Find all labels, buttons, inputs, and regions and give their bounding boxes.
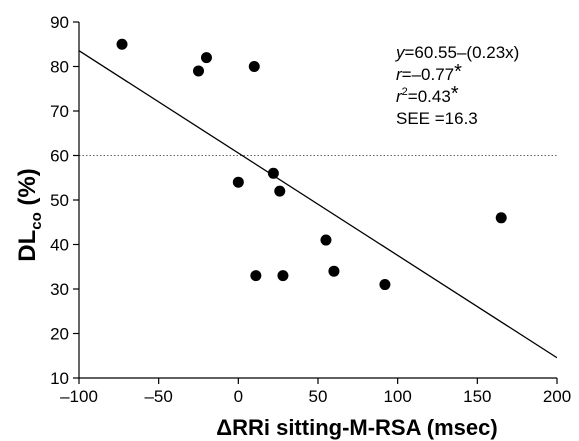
- y-tick-label: 50: [50, 191, 69, 210]
- data-point: [277, 270, 289, 282]
- y-tick-label: 30: [50, 280, 69, 299]
- data-point: [250, 270, 262, 282]
- x-tick-label: 150: [463, 387, 491, 406]
- x-tick-label: 0: [234, 387, 243, 406]
- data-point: [116, 38, 128, 50]
- y-tick-label: 10: [50, 369, 69, 388]
- plot-area: [79, 50, 557, 359]
- data-points: [116, 38, 507, 291]
- y-axis-title-unit: (%): [14, 168, 41, 205]
- data-point: [267, 167, 279, 179]
- annotation-r-squared: r2=0.43*: [396, 83, 459, 106]
- data-point: [379, 279, 391, 291]
- y-tick-label: 80: [50, 58, 69, 77]
- regression-annotation: y=60.55–(0.23x) r=–0.77* r2=0.43* SEE =1…: [395, 43, 519, 128]
- annotation-equation: y=60.55–(0.23x): [395, 43, 519, 62]
- data-point: [200, 52, 212, 64]
- y-axis-title-main: DL: [14, 230, 41, 262]
- y-axis-title-sub: co: [28, 212, 45, 230]
- y-tick-label: 90: [50, 13, 69, 32]
- y-axis: 10 20 30 40 50 60 70 80 90: [50, 13, 80, 388]
- annotation-r: r=–0.77*: [396, 61, 462, 84]
- data-point: [248, 61, 260, 72]
- y-tick-label: 20: [50, 325, 69, 344]
- data-point: [274, 185, 286, 197]
- data-point: [193, 65, 204, 77]
- y-tick-label: 60: [50, 147, 69, 166]
- data-point: [232, 176, 244, 188]
- x-tick-label: –100: [60, 387, 98, 406]
- data-point: [495, 212, 507, 224]
- x-tick-label: 200: [543, 387, 571, 406]
- data-point: [320, 234, 332, 246]
- x-tick-label: 50: [309, 387, 328, 406]
- data-point: [328, 265, 340, 277]
- x-tick-label: 100: [383, 387, 411, 406]
- annotation-see: SEE =16.3: [396, 109, 478, 128]
- x-tick-label: –50: [144, 387, 172, 406]
- y-tick-label: 40: [50, 236, 69, 255]
- x-axis-title: ΔRRi sitting-M-RSA (msec): [216, 415, 497, 440]
- regression-line: [79, 50, 557, 359]
- x-axis: –100 –50 0 50 100 150 200: [60, 377, 571, 406]
- y-tick-label: 70: [50, 102, 69, 121]
- y-axis-title: DLco (%): [14, 168, 45, 262]
